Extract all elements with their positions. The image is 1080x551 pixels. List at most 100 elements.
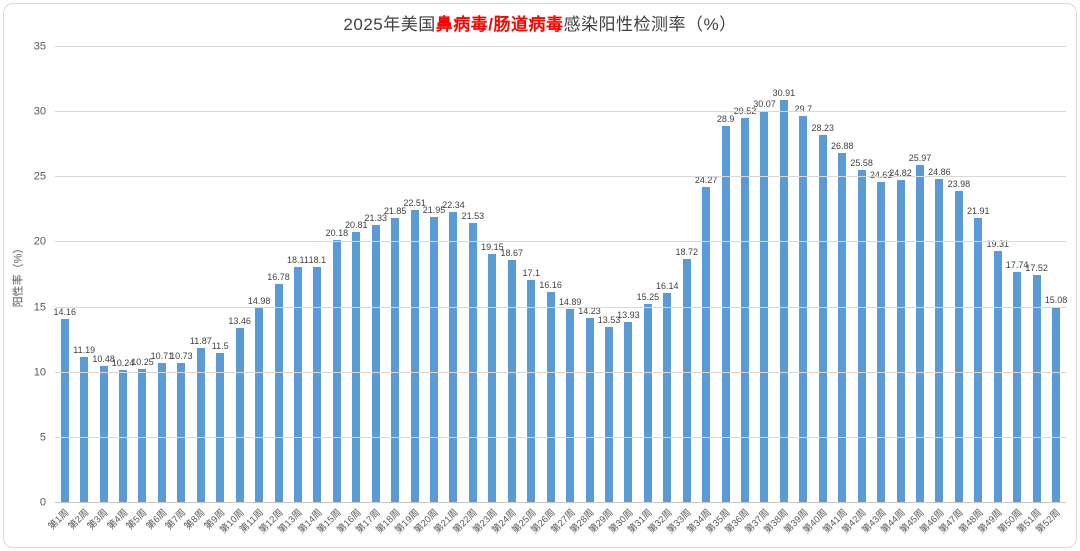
bar-slot-week-51: 17.52 第51周 — [1015, 47, 1048, 536]
bar-slot-week-2: 11.19 第2周 — [66, 47, 96, 533]
data-label-week-9: 11.5 — [211, 341, 229, 352]
bar-slot-week-35: 28.9 第35周 — [704, 47, 735, 536]
bar-week-34 — [702, 186, 711, 503]
bar-slot-week-26: 16.16 第26周 — [529, 47, 562, 536]
chart-title-prefix: 2025年美国 — [343, 15, 436, 34]
bar-week-42 — [857, 169, 866, 503]
bar-slot-week-29: 13.53 第29周 — [587, 47, 621, 536]
data-label-week-15: 20.18 — [325, 228, 349, 239]
data-label-week-1: 14.16 — [53, 306, 76, 317]
bar-week-43 — [877, 182, 886, 503]
data-label-week-2: 11.19 — [73, 345, 96, 356]
bar-week-31 — [643, 304, 652, 503]
bar-slot-week-44: 24.82 第44周 — [879, 47, 912, 536]
bar-week-44 — [896, 179, 905, 503]
bar-week-35 — [721, 126, 730, 503]
bar-slot-week-23: 19.15 第23周 — [471, 47, 504, 536]
bar-week-28 — [585, 317, 594, 503]
bar-slot-week-48: 21.91 第48周 — [957, 47, 990, 536]
data-label-week-52: 15.08 — [1044, 294, 1068, 305]
bar-slot-week-21: 22.34 第21周 — [432, 47, 465, 536]
bar-slot-week-22: 21.53 第22周 — [451, 47, 485, 536]
gridline-5 — [55, 436, 1066, 438]
bar-week-49 — [993, 251, 1002, 503]
bar-week-10 — [235, 327, 244, 503]
data-label-week-18: 21.85 — [383, 206, 407, 217]
bar-week-30 — [624, 321, 633, 503]
y-tick-5: 5 — [39, 431, 46, 444]
bar-slot-week-14: 18.1 第14周 — [296, 47, 327, 536]
data-label-week-29: 13.53 — [597, 314, 621, 325]
data-label-week-16: 20.81 — [345, 219, 368, 230]
bar-slot-week-8: 11.87 第8周 — [183, 47, 212, 532]
bar-week-19 — [410, 209, 419, 503]
bar-week-48 — [974, 217, 983, 503]
bar-week-33 — [682, 259, 691, 503]
bar-slot-week-19: 22.51 第19周 — [393, 47, 426, 536]
bar-slot-week-7: 10.73 第7周 — [163, 47, 192, 533]
data-label-week-45: 25.97 — [908, 152, 932, 163]
y-tick-20: 20 — [33, 235, 46, 248]
plot-area: 14.16 第1周 11.19 第2周 10.48 第3周 10.24 第4周 10.25 第5周… — [34, 41, 1068, 536]
data-label-week-35: 28.9 — [716, 114, 735, 125]
data-label-week-43: 24.63 — [869, 170, 893, 181]
data-label-week-12: 16.78 — [267, 272, 290, 283]
bar-week-6 — [157, 363, 166, 503]
bar-week-38 — [779, 100, 788, 503]
bar-slot-week-30: 13.93 第30周 — [607, 47, 640, 536]
bar-week-17 — [371, 225, 380, 503]
bar-week-29 — [604, 326, 613, 503]
data-label-week-6: 10.71 — [150, 351, 174, 362]
data-label-week-44: 24.82 — [889, 167, 912, 178]
data-label-week-26: 16.16 — [539, 280, 562, 291]
bar-slot-week-17: 21.33 第17周 — [354, 47, 387, 536]
bar-slot-week-50: 17.74 第50周 — [996, 47, 1029, 536]
data-label-week-30: 13.93 — [617, 309, 640, 320]
bar-slot-week-1: 14.16 第1周 — [47, 47, 76, 532]
data-label-week-46: 24.86 — [928, 167, 951, 178]
data-label-week-22: 21.53 — [461, 210, 485, 221]
data-label-week-42: 25.58 — [850, 157, 873, 168]
bar-week-2 — [80, 357, 89, 503]
data-label-week-47: 23.98 — [947, 178, 971, 189]
gridline-10 — [55, 371, 1066, 373]
y-tick-15: 15 — [33, 301, 46, 314]
bar-week-20 — [430, 217, 439, 503]
bar-week-11 — [255, 307, 264, 503]
bar-week-32 — [663, 292, 672, 503]
data-label-week-37: 30.07 — [753, 99, 776, 110]
data-label-week-48: 21.91 — [967, 205, 990, 216]
bar-week-14 — [313, 267, 322, 503]
data-label-week-14: 18.1 — [308, 255, 327, 266]
data-label-week-13: 18.11 — [287, 255, 309, 266]
gridline-20 — [55, 241, 1066, 243]
data-label-week-25: 17.1 — [522, 268, 540, 279]
bar-week-39 — [799, 116, 808, 503]
x-axis-line — [55, 502, 1066, 503]
gridline-25 — [55, 176, 1066, 178]
bar-slot-week-16: 20.81 第16周 — [335, 47, 368, 536]
bar-week-21 — [449, 211, 458, 503]
bar-slot-week-34: 24.27 第34周 — [685, 47, 718, 536]
data-label-week-41: 26.88 — [830, 140, 854, 151]
bar-week-9 — [216, 353, 225, 503]
bar-week-52 — [1052, 306, 1061, 503]
chart-title-highlight: 鼻病毒/肠道病毒 — [435, 15, 564, 34]
data-label-week-21: 22.34 — [442, 199, 465, 210]
bar-week-13 — [293, 267, 302, 503]
bar-slot-week-42: 25.58 第42周 — [840, 47, 873, 536]
bar-slot-week-4: 10.24 第4周 — [105, 47, 134, 532]
y-tick-10: 10 — [33, 366, 46, 379]
bar-week-15 — [332, 240, 341, 503]
y-tick-25: 25 — [33, 170, 46, 183]
bar-slot-week-41: 26.88 第41周 — [821, 47, 854, 536]
bar-slot-week-40: 28.23 第40周 — [801, 47, 835, 536]
data-label-week-40: 28.23 — [811, 123, 835, 134]
data-label-week-38: 30.91 — [772, 88, 796, 99]
bar-week-51 — [1032, 274, 1041, 503]
bar-slot-week-15: 20.18 第15周 — [315, 47, 349, 536]
bar-slot-week-13: 18.11 第13周 — [276, 47, 309, 536]
bar-slot-week-33: 18.72 第33周 — [665, 47, 698, 536]
bar-week-8 — [196, 348, 205, 503]
bar-slot-week-49: 19.31 第49周 — [976, 47, 1009, 536]
